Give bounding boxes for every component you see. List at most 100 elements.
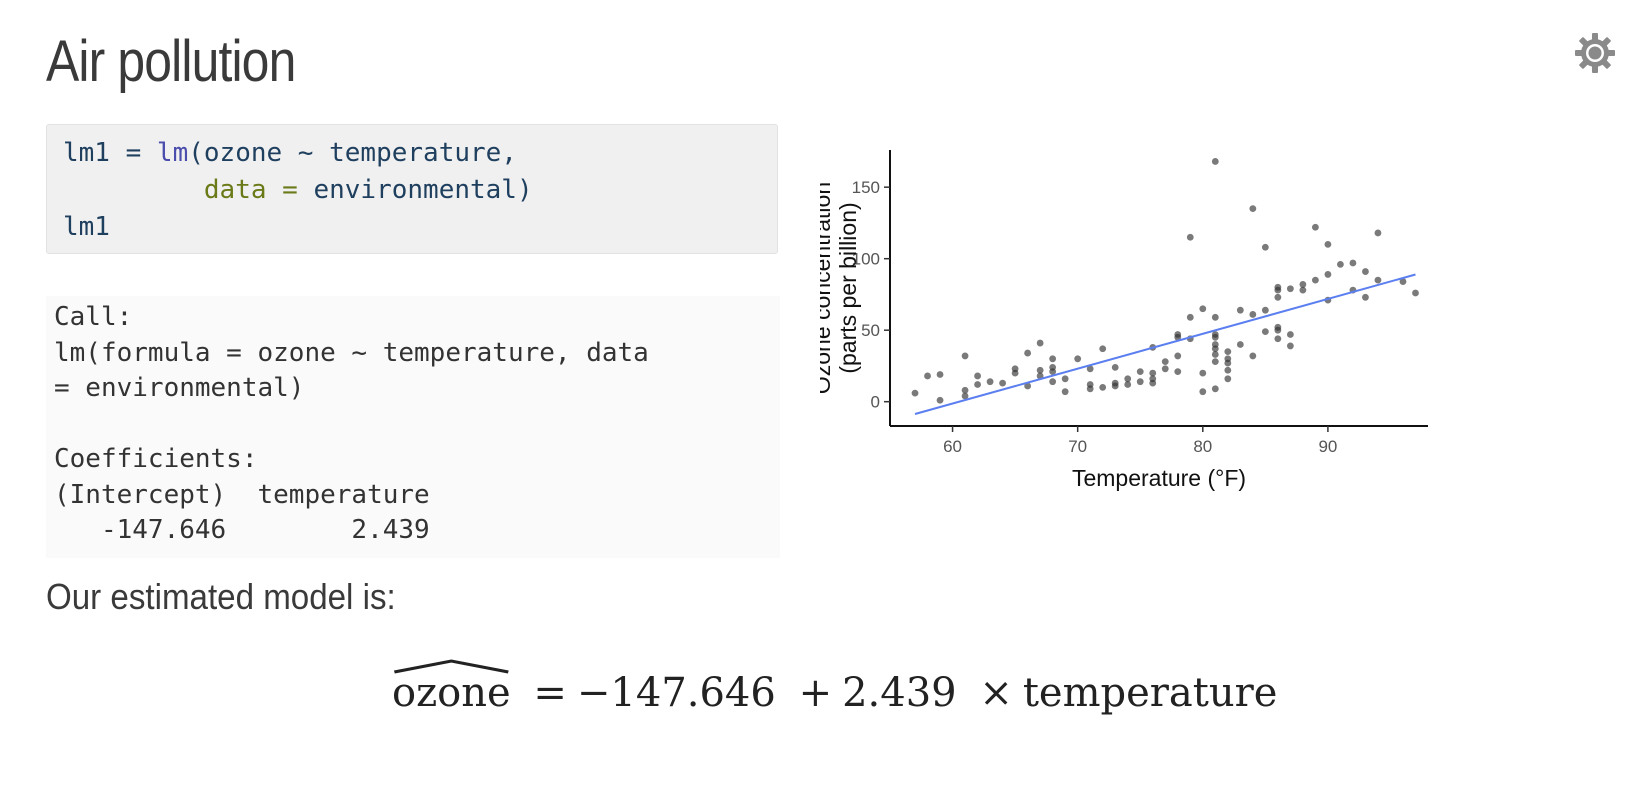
data-point [1049, 363, 1057, 371]
data-point [1211, 341, 1219, 348]
data-point [1224, 375, 1232, 383]
data-point [986, 378, 994, 386]
data-point [1261, 306, 1269, 314]
data-point [1161, 365, 1169, 373]
output-line: (Intercept) temperature [54, 479, 430, 510]
data-point [1211, 331, 1219, 338]
data-point [924, 372, 931, 380]
data-point [1224, 348, 1232, 356]
equation-plus: + [798, 670, 833, 716]
equation-times: × [979, 670, 1013, 716]
data-point [1024, 349, 1032, 357]
data-point [1086, 385, 1094, 393]
code-block: lm1 = lm(ozone ~ temperature, data = env… [46, 124, 778, 254]
data-point [1186, 313, 1194, 321]
output-line [54, 407, 772, 443]
y-axis-title-line: Ozone concentration [820, 182, 835, 394]
data-point [1024, 382, 1032, 390]
data-point [1211, 385, 1219, 393]
data-point [1149, 379, 1157, 387]
x-tick-label: 80 [1193, 437, 1212, 456]
code-text: (ozone ~ temperature, [188, 138, 517, 168]
code-text: lm1 = [63, 138, 157, 168]
output-line: lm(formula = ozone ~ temperature, data [54, 337, 649, 368]
data-point [1374, 229, 1382, 237]
scatter-chart: 60 70 80 90 0 50 100 150 Temperature (°F) Ozone c… [820, 150, 1428, 491]
data-point [1374, 276, 1382, 284]
data-point [936, 396, 944, 404]
regression-line [914, 273, 1416, 415]
data-point [974, 381, 981, 388]
equation-equals: = [533, 670, 567, 716]
x-axis-title: Temperature (°F) [1072, 465, 1246, 491]
data-point [1036, 339, 1044, 347]
data-point [1299, 286, 1307, 294]
data-point [1074, 355, 1082, 363]
data-point [1337, 261, 1344, 268]
data-point [1136, 378, 1144, 386]
chart-axes: 60 70 80 90 0 50 100 150 Temperature (°F) Ozone c… [820, 150, 1428, 491]
data-point [1274, 323, 1282, 331]
data-point [1174, 352, 1182, 360]
data-point [1061, 388, 1069, 396]
data-point [1211, 313, 1219, 321]
model-equation: ozone = −147.646 +2.439 × temperature [392, 659, 1278, 716]
data-point [1049, 355, 1057, 363]
code-text: lm1 [63, 212, 110, 242]
data-point [1362, 268, 1369, 275]
data-point [1249, 205, 1257, 213]
data-point [999, 379, 1007, 387]
code-indent [63, 175, 204, 205]
data-point [1174, 331, 1182, 338]
hat-accent [393, 659, 509, 674]
data-point [1199, 388, 1207, 396]
y-tick-label: 150 [852, 178, 880, 197]
data-point [1211, 351, 1219, 358]
x-tick-label: 70 [1068, 437, 1087, 456]
equation-response: ozone [392, 659, 511, 716]
data-point [1036, 366, 1044, 374]
code-line: data = environmental) [63, 172, 761, 209]
data-point [1236, 306, 1244, 314]
equation-response-text: ozone [392, 670, 511, 716]
data-point [961, 392, 969, 400]
data-point [1011, 365, 1019, 373]
output-line: -147.646 2.439 [54, 515, 430, 545]
data-point [1324, 240, 1332, 248]
data-point [1124, 381, 1132, 388]
data-point [1174, 368, 1182, 376]
data-point [1186, 233, 1194, 241]
data-point [961, 352, 969, 360]
output-line: = environmental) [54, 373, 305, 403]
code-function: lm [156, 138, 189, 168]
equation-slope: 2.439 [842, 670, 957, 716]
data-point [1311, 223, 1319, 231]
data-point [1149, 369, 1157, 377]
data-point [1286, 342, 1294, 350]
slide-title: Air pollution [46, 29, 296, 94]
data-point [1049, 378, 1057, 386]
data-point [1211, 358, 1219, 366]
model-intro-text: Our estimated model is: [46, 576, 396, 617]
settings-button[interactable] [1574, 32, 1616, 74]
code-text: environmental) [313, 175, 533, 205]
data-point [1299, 281, 1307, 288]
data-point [1224, 355, 1232, 363]
data-point [1111, 379, 1119, 387]
data-point [1211, 158, 1219, 165]
data-point [1061, 375, 1069, 383]
data-point [1274, 335, 1282, 343]
data-point [961, 386, 969, 394]
data-point [1311, 276, 1319, 284]
data-point [1362, 293, 1369, 301]
data-point [1324, 271, 1332, 278]
equation-predictor: temperature [1022, 670, 1278, 716]
data-point [936, 371, 944, 378]
data-point [1399, 278, 1407, 285]
gear-icon[interactable] [1574, 32, 1616, 74]
data-point [1099, 345, 1107, 353]
data-point [1286, 331, 1294, 338]
equation-intercept: −147.646 [576, 670, 776, 716]
y-axis-title-line: (parts per billion) [835, 202, 861, 373]
y-tick-label: 100 [852, 250, 880, 269]
